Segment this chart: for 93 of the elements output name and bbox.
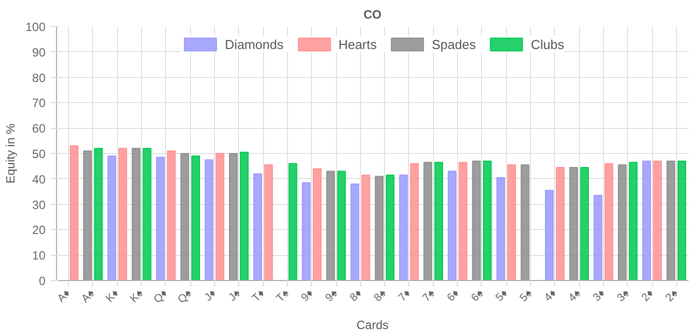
- bar: [326, 170, 335, 280]
- x-tick-label: K♦: [104, 286, 122, 305]
- bar: [496, 177, 506, 280]
- bar: [399, 174, 408, 280]
- bar: [94, 148, 103, 280]
- x-tick-label: 2♦: [640, 286, 657, 304]
- y-tick-label: 0: [38, 274, 46, 288]
- y-tick-label: 80: [32, 70, 46, 85]
- bar: [312, 168, 322, 280]
- bar: [350, 183, 360, 280]
- bar: [520, 164, 530, 280]
- y-tick-label: 90: [32, 45, 46, 60]
- bar: [167, 150, 176, 280]
- x-tick-label: K♠: [128, 287, 146, 306]
- x-tick-label: 3♠: [615, 287, 632, 304]
- bar: [628, 162, 638, 280]
- x-tick-label: Q♠: [176, 287, 195, 306]
- x-tick-label: 7♠: [420, 287, 438, 304]
- y-tick-label: 20: [32, 223, 46, 238]
- x-tick-label: 4♠: [566, 287, 584, 304]
- x-tick-label: 7♦: [396, 286, 414, 304]
- bar: [410, 163, 419, 280]
- x-tick-label: J♠: [226, 287, 244, 304]
- x-tick-label: 6♦: [445, 286, 462, 304]
- x-tick-label: 4♦: [542, 286, 560, 304]
- x-tick-label: 9♦: [299, 286, 316, 304]
- bar: [204, 159, 214, 280]
- bar: [288, 163, 298, 280]
- y-tick-label: 50: [32, 147, 46, 161]
- bar: [458, 162, 468, 280]
- bar: [191, 156, 200, 280]
- x-tick-label: 9♠: [323, 287, 340, 304]
- bar: [604, 163, 614, 280]
- x-tick-label: T♦: [250, 286, 268, 304]
- y-tick-label: 10: [32, 248, 46, 263]
- bar: [229, 153, 238, 280]
- x-tick-label: J♦: [202, 286, 220, 304]
- y-tick-label: 40: [32, 172, 46, 186]
- bar: [642, 160, 651, 280]
- y-axis-title: Equity in %: [3, 123, 18, 184]
- bar: [337, 170, 346, 280]
- bar: [434, 162, 444, 280]
- bar: [302, 182, 311, 280]
- legend-label: Diamonds: [224, 36, 284, 52]
- bar: [618, 164, 627, 280]
- bar: [107, 156, 116, 280]
- bar: [545, 190, 554, 280]
- bar: [180, 153, 190, 280]
- y-tick-label: 70: [32, 96, 46, 110]
- y-tick-label: 60: [32, 122, 46, 136]
- bar: [580, 166, 589, 280]
- bar: [483, 160, 492, 280]
- bar: [156, 156, 165, 280]
- y-tick-label: 30: [32, 198, 46, 212]
- x-tick-label: A♦: [55, 286, 74, 305]
- bar: [240, 152, 249, 280]
- y-tick-label: 100: [25, 20, 46, 34]
- x-tick-label: T♠: [274, 287, 292, 305]
- x-axis-title: Cards: [356, 318, 389, 332]
- bar: [253, 173, 262, 280]
- bar: [448, 170, 456, 280]
- bar: [653, 160, 662, 280]
- bar: [264, 164, 273, 280]
- bar: [142, 148, 152, 280]
- x-tick-label: 3♦: [590, 286, 608, 304]
- bar: [132, 148, 140, 280]
- x-tick-label: 8♦: [348, 286, 365, 304]
- x-tick-label: 5♦: [494, 286, 511, 304]
- legend-label: Spades: [432, 36, 476, 52]
- bar: [423, 162, 432, 280]
- x-tick-label: A♠: [79, 287, 98, 306]
- bar: [666, 160, 676, 280]
- x-tick-label: 2♠: [664, 287, 681, 304]
- bar: [386, 174, 394, 280]
- chart-title: CO: [364, 8, 382, 22]
- bar: [83, 150, 92, 280]
- bar: [569, 166, 578, 280]
- bar: [677, 160, 686, 280]
- bar: [472, 160, 481, 280]
- bar: [118, 148, 128, 280]
- x-tick-label: 8♠: [372, 287, 390, 304]
- x-tick-label: 5♠: [518, 287, 535, 304]
- bar: [216, 153, 224, 280]
- bar: [361, 174, 370, 280]
- x-tick-label: 6♠: [469, 287, 486, 304]
- legend-label: Clubs: [530, 36, 564, 52]
- bar: [556, 166, 565, 280]
- bar: [70, 145, 78, 280]
- bar: [594, 194, 602, 280]
- bar: [374, 176, 384, 280]
- legend-label: Hearts: [338, 36, 377, 52]
- x-tick-label: Q♦: [152, 286, 170, 306]
- bar: [507, 164, 516, 280]
